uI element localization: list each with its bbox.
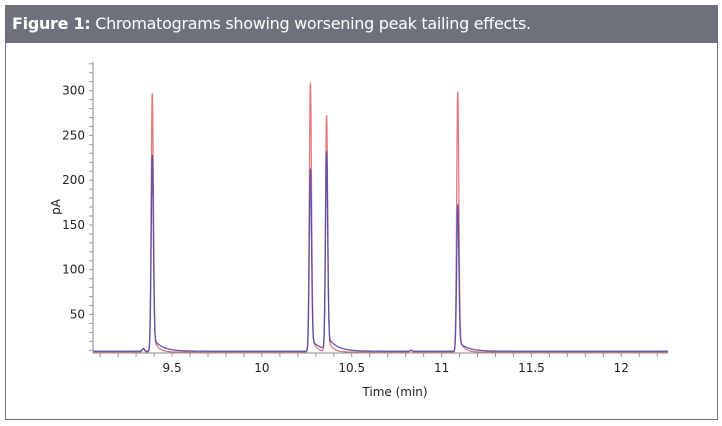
y-axis-label: pA [49, 198, 63, 215]
x-tick-label: 11.5 [518, 361, 545, 375]
x-tick-label: 12 [614, 361, 629, 375]
y-tick-label: 200 [62, 173, 85, 187]
y-tick-label: 100 [62, 263, 85, 277]
x-tick-label: 10 [254, 361, 269, 375]
x-tick-label: 11 [434, 361, 449, 375]
series-line-1 [93, 82, 668, 353]
x-axis-label: Time (min) [361, 385, 427, 399]
figure-caption: Chromatograms showing worsening peak tai… [95, 14, 531, 33]
figure-label: Figure 1: [12, 14, 91, 33]
x-tick-label: 9.5 [163, 361, 182, 375]
x-tick-label: 10.5 [338, 361, 365, 375]
figure-caption-bar: Figure 1: Chromatograms showing worsenin… [5, 5, 718, 43]
y-tick-label: 50 [70, 307, 85, 321]
series-line-2 [93, 151, 668, 352]
y-tick-label: 150 [62, 218, 85, 232]
y-tick-label: 300 [62, 84, 85, 98]
y-tick-label: 250 [62, 128, 85, 142]
